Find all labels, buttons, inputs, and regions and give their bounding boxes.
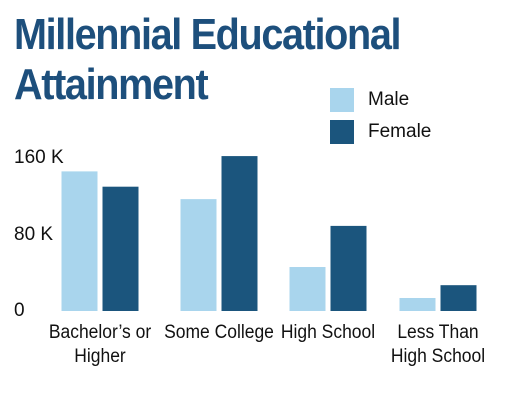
chart-title: Millennial Educational Attainment — [14, 10, 402, 109]
bar — [440, 285, 477, 311]
bar — [102, 186, 139, 311]
bar — [61, 171, 98, 311]
legend-label: Male — [368, 89, 410, 110]
x-tick-label: Less Than High School — [390, 322, 486, 367]
bar — [289, 267, 326, 311]
bar — [399, 297, 436, 311]
y-tick-label: 0 — [14, 300, 25, 321]
bar — [180, 199, 217, 311]
x-tick-label: High School — [280, 322, 376, 343]
legend-swatch — [330, 88, 354, 112]
bar — [221, 156, 258, 311]
bar — [330, 225, 367, 311]
legend-swatch — [330, 120, 354, 144]
x-tick-label: Some College — [164, 322, 274, 343]
y-tick-label: 160 K — [14, 147, 64, 168]
x-tick-label: Bachelor’s or Higher — [48, 322, 152, 367]
y-tick-label: 80 K — [14, 223, 54, 245]
legend-label: Female — [368, 121, 432, 142]
